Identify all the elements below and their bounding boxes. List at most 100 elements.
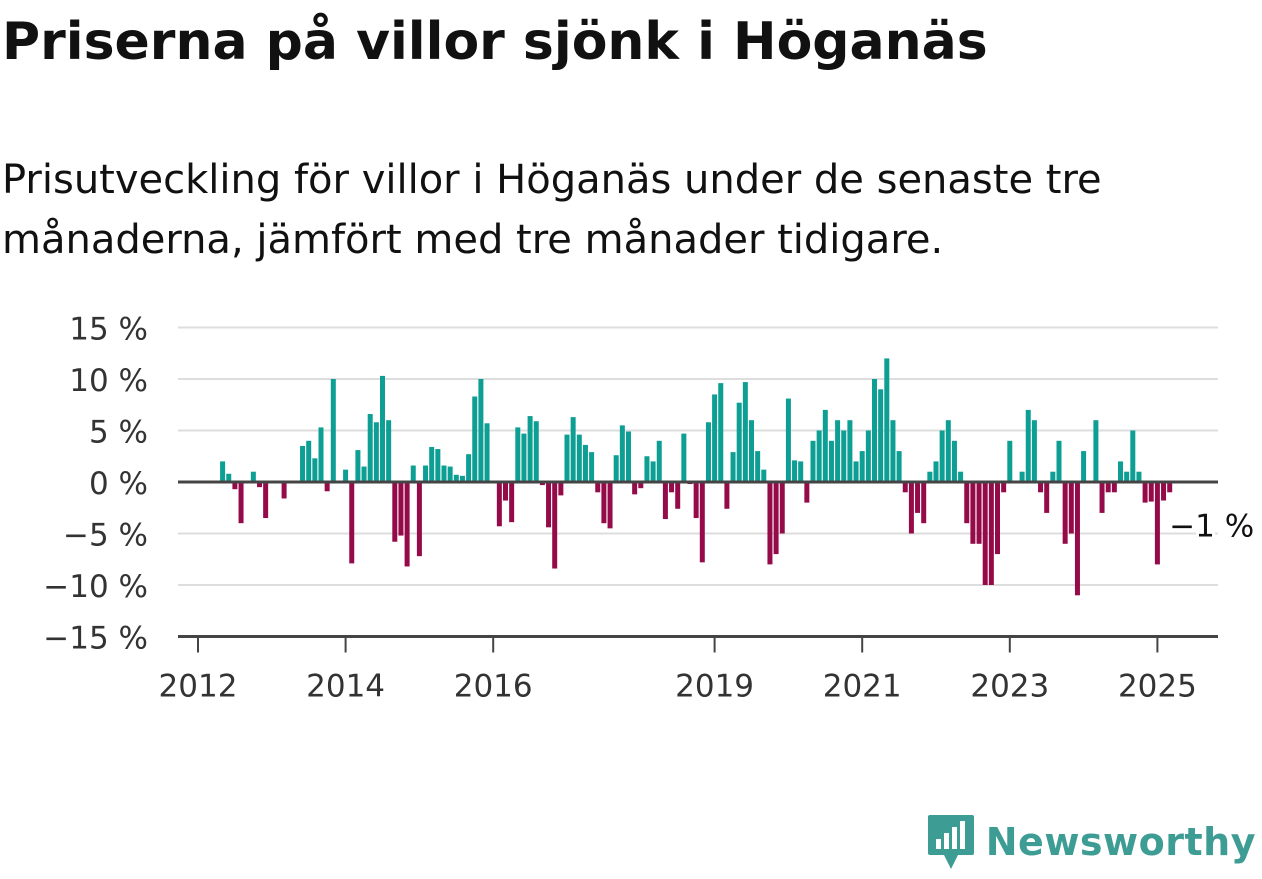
bar — [749, 420, 754, 482]
bar — [742, 382, 748, 482]
bar — [478, 379, 484, 482]
bar — [466, 454, 472, 482]
bar — [853, 461, 859, 482]
bar — [970, 482, 976, 544]
bar — [582, 444, 588, 482]
bar — [459, 475, 465, 482]
annotations: −1 % — [1166, 505, 1257, 547]
bar — [539, 482, 545, 486]
bar — [1148, 482, 1154, 502]
bar — [1044, 482, 1050, 513]
bar — [1038, 482, 1044, 493]
y-tick-label: −15 % — [43, 621, 148, 657]
annotation-label: −1 % — [1169, 508, 1254, 544]
bar — [1124, 471, 1130, 482]
bar — [822, 409, 828, 482]
bar — [779, 482, 785, 534]
bar — [1105, 482, 1111, 493]
brand-logo: Newsworthy — [926, 813, 1256, 871]
bar — [699, 482, 705, 563]
bar — [453, 474, 459, 482]
bar — [1056, 440, 1062, 482]
bar — [650, 461, 656, 482]
bar — [263, 482, 269, 519]
bar — [441, 465, 447, 482]
bar — [804, 482, 810, 503]
brand-name: Newsworthy — [985, 820, 1256, 864]
x-tick-label: 2025 — [1118, 669, 1197, 705]
bar — [915, 482, 921, 513]
bar — [564, 434, 570, 482]
bar — [1068, 482, 1074, 534]
bar — [884, 358, 890, 482]
bar — [392, 482, 398, 542]
y-tick-label: −10 % — [43, 569, 148, 605]
bar — [736, 402, 742, 482]
bar — [1154, 482, 1160, 565]
bar — [890, 420, 896, 482]
bar — [1111, 482, 1117, 493]
bar — [595, 482, 601, 493]
bar — [773, 482, 779, 555]
bar — [1142, 482, 1148, 503]
bar — [1062, 482, 1068, 544]
bar — [496, 482, 502, 527]
x-axis-labels: 2012 2014 2016 2019 2021 2023 2025 — [159, 669, 1197, 705]
bar — [373, 422, 379, 482]
bar — [669, 482, 675, 493]
bar — [902, 482, 908, 493]
bar — [410, 465, 416, 482]
bar — [429, 446, 435, 482]
bar — [1031, 420, 1037, 482]
bar — [761, 469, 767, 482]
bar — [613, 455, 619, 482]
bar — [945, 420, 951, 482]
bar — [1099, 482, 1105, 513]
bar — [730, 452, 736, 482]
bar — [1019, 471, 1025, 482]
bar — [306, 440, 312, 482]
bar-chart: 15 %10 %5 %0 %−5 %−10 %−15 % 2012 2014 201… — [43, 312, 1257, 705]
bar — [878, 389, 884, 482]
bar — [589, 452, 595, 482]
newsworthy-logo-icon — [927, 815, 974, 869]
axes — [178, 480, 1218, 653]
x-tick-label: 2023 — [970, 669, 1049, 705]
bar — [250, 471, 256, 482]
bar — [226, 473, 232, 482]
bar — [472, 396, 478, 482]
bar — [939, 430, 945, 482]
bar — [619, 425, 625, 482]
chart-subtitle: Prisutveckling för villor i Höganäs unde… — [2, 157, 1102, 263]
bar — [755, 451, 761, 482]
bar — [576, 434, 582, 482]
bar — [632, 482, 638, 495]
y-tick-label: 15 % — [69, 312, 148, 348]
bar — [626, 431, 631, 482]
bar — [865, 430, 871, 482]
bar — [847, 420, 853, 482]
bar — [810, 440, 816, 482]
bar — [1001, 482, 1007, 493]
bar — [386, 420, 392, 482]
bar — [558, 482, 564, 496]
x-tick-label: 2021 — [823, 669, 902, 705]
bar — [896, 451, 902, 482]
bar — [361, 466, 367, 482]
bar — [232, 482, 238, 490]
bar — [484, 423, 490, 482]
bar — [1007, 440, 1013, 482]
bar — [656, 440, 662, 482]
bar — [570, 417, 576, 482]
bar — [220, 461, 226, 482]
bar — [792, 460, 798, 482]
bar — [515, 427, 521, 482]
bar — [521, 433, 527, 482]
bar — [712, 394, 718, 482]
bar — [835, 420, 841, 482]
chart-title: Priserna på villor sjönk i Höganäs — [2, 12, 988, 72]
bar — [380, 375, 385, 482]
bar — [607, 482, 613, 529]
bar — [533, 421, 539, 482]
y-tick-label: 5 % — [89, 415, 148, 451]
